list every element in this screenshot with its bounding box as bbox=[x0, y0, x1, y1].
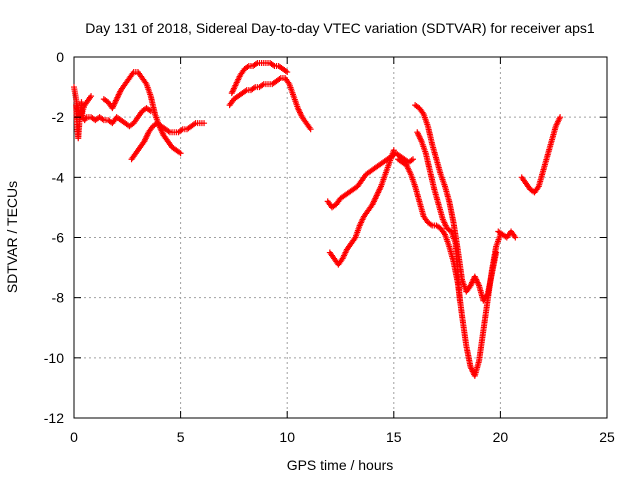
data-point bbox=[88, 93, 95, 100]
y-tick-label: 0 bbox=[56, 49, 64, 65]
y-tick-label: -2 bbox=[52, 109, 65, 125]
data-point bbox=[409, 156, 416, 163]
x-tick-label: 0 bbox=[70, 429, 78, 445]
x-tick-label: 25 bbox=[599, 429, 615, 445]
data-point bbox=[557, 114, 564, 121]
x-axis-label: GPS time / hours bbox=[287, 457, 394, 473]
data-point bbox=[493, 249, 500, 256]
y-tick-label: -10 bbox=[44, 350, 64, 366]
y-tick-label: -6 bbox=[52, 230, 65, 246]
y-tick-label: -4 bbox=[52, 169, 65, 185]
data-point bbox=[177, 150, 184, 157]
y-tick-label: -12 bbox=[44, 410, 64, 426]
data-point bbox=[307, 126, 314, 133]
y-tick-label: -8 bbox=[52, 290, 65, 306]
x-tick-label: 15 bbox=[386, 429, 402, 445]
data-point bbox=[284, 69, 291, 76]
data-point bbox=[456, 297, 463, 304]
grid-lines bbox=[74, 57, 607, 418]
x-tick-label: 20 bbox=[493, 429, 509, 445]
x-tick-label: 5 bbox=[177, 429, 185, 445]
data-point bbox=[512, 234, 519, 241]
data-point bbox=[390, 147, 397, 154]
chart-title: Day 131 of 2018, Sidereal Day-to-day VTE… bbox=[85, 20, 595, 36]
x-tick-label: 10 bbox=[279, 429, 295, 445]
axis-ticks: 0 5 10 15 20 25 0 -2 -4 -6 -8 -10 -12 bbox=[44, 49, 615, 445]
data-points bbox=[71, 60, 564, 379]
y-axis-label: SDTVAR / TECUs bbox=[4, 181, 20, 293]
data-point bbox=[201, 120, 208, 127]
